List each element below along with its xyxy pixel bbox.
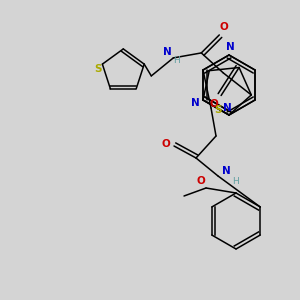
Text: H: H bbox=[232, 176, 238, 185]
Text: N: N bbox=[190, 98, 200, 108]
Text: S: S bbox=[214, 105, 222, 115]
Text: N: N bbox=[223, 103, 231, 113]
Text: S: S bbox=[94, 64, 102, 74]
Text: O: O bbox=[196, 176, 206, 186]
Text: O: O bbox=[162, 139, 170, 149]
Text: H: H bbox=[173, 56, 180, 65]
Text: N: N bbox=[226, 42, 234, 52]
Text: N: N bbox=[222, 166, 230, 176]
Text: N: N bbox=[163, 47, 172, 57]
Text: O: O bbox=[220, 22, 229, 32]
Text: O: O bbox=[210, 98, 218, 109]
